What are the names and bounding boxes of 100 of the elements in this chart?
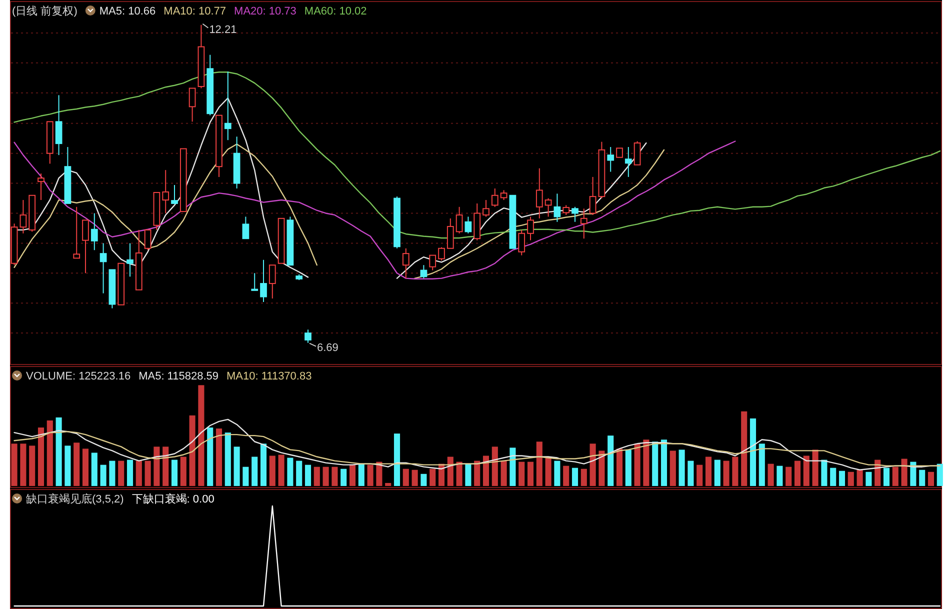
bar [794, 460, 801, 486]
bar [892, 466, 898, 486]
bar [768, 464, 774, 486]
bar [714, 460, 720, 486]
candlestick [242, 216, 250, 240]
bar [64, 446, 71, 486]
text: MA20: 10.73 [234, 6, 296, 18]
bar [838, 470, 846, 486]
bar [402, 468, 409, 486]
bar [572, 468, 578, 486]
candlestick [20, 199, 27, 234]
bar [198, 385, 204, 486]
bar [492, 446, 498, 486]
candlestick [616, 148, 623, 158]
bar [482, 456, 490, 486]
bar [224, 432, 231, 486]
candlestick [188, 88, 196, 122]
candlestick [162, 170, 170, 214]
bar [162, 446, 169, 486]
bar [82, 448, 89, 486]
text: MA5: 115828.59 [138, 370, 218, 382]
text: MA10: 111370.83 [226, 370, 312, 382]
bar [510, 448, 516, 486]
bar [109, 460, 116, 486]
bar [776, 466, 783, 486]
bar [38, 428, 44, 486]
bar [100, 464, 106, 486]
bar [91, 452, 98, 486]
bar [367, 464, 374, 486]
bar [580, 468, 587, 486]
candlestick [216, 114, 222, 178]
bar [216, 428, 222, 486]
bar [705, 456, 712, 486]
bar [234, 446, 240, 486]
bar [625, 450, 632, 486]
bar [394, 434, 400, 486]
candlestick [100, 242, 107, 294]
candlestick [126, 242, 134, 278]
bar [322, 466, 329, 486]
bar [207, 428, 214, 486]
bar [11, 444, 18, 486]
bar [616, 448, 623, 486]
bar [465, 464, 472, 486]
bar [136, 460, 142, 486]
bar [74, 442, 80, 486]
bar [688, 460, 694, 486]
bar [643, 440, 650, 486]
bar [154, 446, 160, 486]
bar [189, 415, 196, 486]
bar [660, 440, 668, 486]
bar [314, 466, 320, 486]
candlestick [82, 220, 89, 274]
bar [269, 456, 276, 486]
candlestick [171, 184, 178, 204]
candlestick [536, 168, 543, 219]
chart-title: VOLUME: 125223.16 [26, 370, 131, 382]
bar [590, 444, 596, 486]
bar [741, 411, 748, 486]
bar [126, 460, 134, 486]
candlestick [446, 218, 454, 249]
annotation: 12.21 [209, 24, 237, 36]
bar [500, 460, 507, 486]
text: MA10: 10.77 [164, 6, 226, 18]
bar [696, 464, 703, 486]
bar [848, 472, 854, 486]
bar [474, 460, 480, 486]
bar [180, 456, 186, 486]
bar [340, 468, 347, 486]
bar [670, 450, 676, 486]
bar [29, 446, 36, 486]
bar [821, 460, 828, 486]
bar [598, 450, 605, 486]
candlestick [509, 194, 516, 249]
bar [883, 468, 890, 486]
text: 下缺口衰竭: 0.00 [132, 492, 214, 506]
bar [723, 460, 730, 486]
candlestick [580, 208, 588, 240]
candlestick [224, 71, 232, 141]
candlestick [180, 148, 187, 212]
bar [678, 450, 685, 486]
bar [856, 470, 863, 486]
bar [20, 444, 26, 486]
bar [260, 444, 267, 486]
bar [304, 464, 312, 486]
chart-title: 缺口衰竭见底(3,5,2) [26, 492, 124, 506]
bar [287, 458, 294, 486]
bar [252, 456, 258, 486]
candlestick [554, 193, 561, 222]
bar [278, 454, 284, 486]
bar [518, 462, 525, 486]
candlestick [251, 272, 258, 291]
bar [563, 466, 570, 486]
bar [830, 468, 836, 486]
bar [420, 474, 427, 486]
bar [456, 462, 462, 486]
text: MA5: 10.66 [99, 6, 156, 18]
bar [786, 466, 792, 486]
candlestick [268, 264, 276, 299]
bar [866, 472, 872, 486]
bar [928, 472, 934, 486]
